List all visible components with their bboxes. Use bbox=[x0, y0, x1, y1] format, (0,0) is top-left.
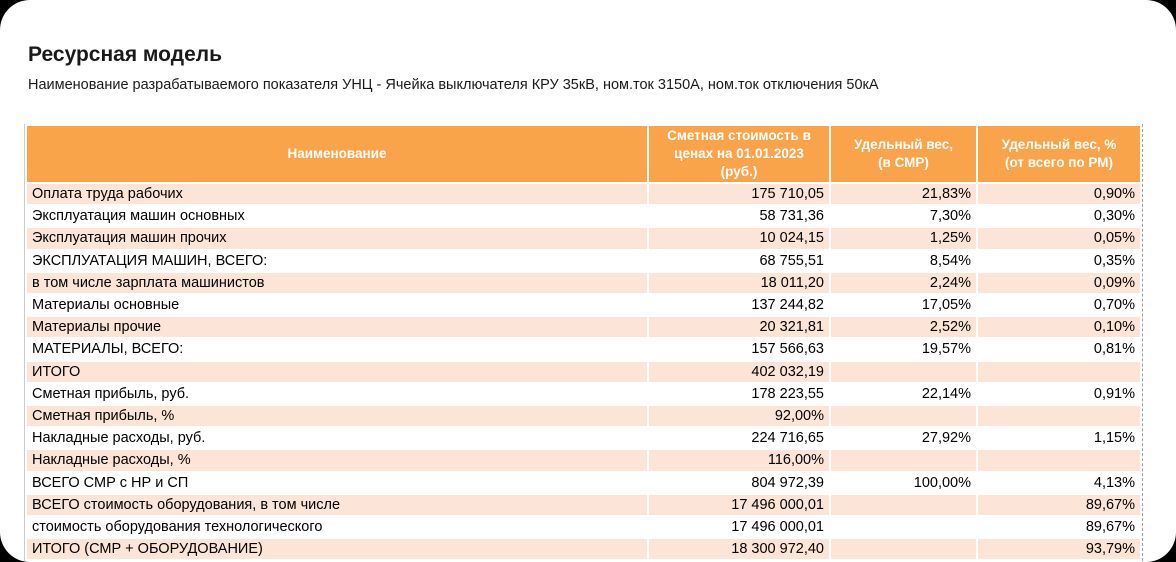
cell-estimated-cost: 68 755,51 bbox=[649, 250, 829, 271]
cell-weight-rm bbox=[978, 361, 1140, 382]
resource-table-wrapper: Наименование Сметная стоимость в ценах н… bbox=[24, 124, 1143, 562]
page-title: Ресурсная модель bbox=[28, 43, 222, 66]
cell-name: Материалы прочие bbox=[27, 317, 647, 338]
table-header-row: Наименование Сметная стоимость в ценах н… bbox=[27, 126, 1140, 182]
cell-name: в том числе зарплата машинистов bbox=[27, 272, 647, 294]
cell-weight-smr bbox=[831, 517, 976, 538]
cell-weight-smr: 8,54% bbox=[831, 250, 976, 271]
cell-name: Материалы основные bbox=[27, 295, 647, 316]
cell-name: Эксплуатация машин прочих bbox=[27, 228, 647, 249]
table-row: Сметная прибыль, % 92,00% bbox=[27, 406, 1140, 427]
cell-name: ИТОГО bbox=[27, 361, 647, 382]
cell-weight-rm: 1,15% bbox=[978, 428, 1140, 449]
table-row: Эксплуатация машин основных 58 731,36 7,… bbox=[27, 206, 1140, 227]
cell-weight-rm bbox=[978, 450, 1140, 471]
table-row: в том числе зарплата машинистов 18 011,2… bbox=[27, 272, 1140, 294]
table-row: Накладные расходы, руб. 224 716,65 27,92… bbox=[27, 428, 1140, 449]
cell-weight-rm bbox=[978, 406, 1140, 427]
resource-table: Наименование Сметная стоимость в ценах н… bbox=[25, 124, 1142, 561]
cell-weight-smr: 17,05% bbox=[831, 295, 976, 316]
cell-name: ЭКСПЛУАТАЦИЯ МАШИН, ВСЕГО: bbox=[27, 250, 647, 271]
cell-weight-smr bbox=[831, 361, 976, 382]
cell-weight-smr: 19,57% bbox=[831, 339, 976, 360]
cell-estimated-cost: 178 223,55 bbox=[649, 383, 829, 405]
cell-estimated-cost: 17 496 000,01 bbox=[649, 517, 829, 538]
cell-weight-rm: 93,79% bbox=[978, 539, 1140, 560]
cell-estimated-cost: 92,00% bbox=[649, 406, 829, 427]
cell-estimated-cost: 18 011,20 bbox=[649, 272, 829, 294]
cell-weight-rm: 0,90% bbox=[978, 184, 1140, 205]
column-header-weight-smr: Удельный вес, (в СМР) bbox=[831, 126, 976, 182]
table-body: Оплата труда рабочих 175 710,05 21,83% 0… bbox=[27, 184, 1140, 560]
cell-name: Эксплуатация машин основных bbox=[27, 206, 647, 227]
cell-name: стоимость оборудования технологического bbox=[27, 517, 647, 538]
table-row: ВСЕГО стоимость оборудования, в том числ… bbox=[27, 494, 1140, 516]
cell-name: МАТЕРИАЛЫ, ВСЕГО: bbox=[27, 339, 647, 360]
cell-weight-rm: 0,05% bbox=[978, 228, 1140, 249]
column-header-estimated-cost: Сметная стоимость в ценах на 01.01.2023 … bbox=[649, 126, 829, 182]
cell-weight-smr: 100,00% bbox=[831, 472, 976, 493]
cell-estimated-cost: 17 496 000,01 bbox=[649, 494, 829, 516]
cell-weight-smr: 1,25% bbox=[831, 228, 976, 249]
table-row: ВСЕГО СМР с НР и СП 804 972,39 100,00% 4… bbox=[27, 472, 1140, 493]
cell-estimated-cost: 116,00% bbox=[649, 450, 829, 471]
cell-name: Оплата труда рабочих bbox=[27, 184, 647, 205]
cell-name: Накладные расходы, руб. bbox=[27, 428, 647, 449]
cell-name: ВСЕГО стоимость оборудования, в том числ… bbox=[27, 494, 647, 516]
cell-weight-rm: 0,35% bbox=[978, 250, 1140, 271]
cell-weight-smr: 2,24% bbox=[831, 272, 976, 294]
cell-estimated-cost: 10 024,15 bbox=[649, 228, 829, 249]
cell-weight-rm: 0,30% bbox=[978, 206, 1140, 227]
cell-weight-rm: 4,13% bbox=[978, 472, 1140, 493]
table-row: ИТОГО (СМР + ОБОРУДОВАНИЕ) 18 300 972,40… bbox=[27, 539, 1140, 560]
cell-weight-rm: 0,10% bbox=[978, 317, 1140, 338]
cell-weight-smr bbox=[831, 406, 976, 427]
table-row: Накладные расходы, % 116,00% bbox=[27, 450, 1140, 471]
cell-estimated-cost: 20 321,81 bbox=[649, 317, 829, 338]
cell-weight-smr: 7,30% bbox=[831, 206, 976, 227]
cell-weight-smr bbox=[831, 494, 976, 516]
table-row: ИТОГО 402 032,19 bbox=[27, 361, 1140, 382]
cell-name: Сметная прибыль, % bbox=[27, 406, 647, 427]
column-header-name: Наименование bbox=[27, 126, 647, 182]
cell-estimated-cost: 137 244,82 bbox=[649, 295, 829, 316]
table-row: МАТЕРИАЛЫ, ВСЕГО: 157 566,63 19,57% 0,81… bbox=[27, 339, 1140, 360]
table-row: ЭКСПЛУАТАЦИЯ МАШИН, ВСЕГО: 68 755,51 8,5… bbox=[27, 250, 1140, 271]
cell-estimated-cost: 224 716,65 bbox=[649, 428, 829, 449]
cell-name: Накладные расходы, % bbox=[27, 450, 647, 471]
cell-weight-rm: 0,09% bbox=[978, 272, 1140, 294]
cell-estimated-cost: 18 300 972,40 bbox=[649, 539, 829, 560]
cell-weight-rm: 89,67% bbox=[978, 494, 1140, 516]
cell-weight-rm: 0,91% bbox=[978, 383, 1140, 405]
table-row: Сметная прибыль, руб. 178 223,55 22,14% … bbox=[27, 383, 1140, 405]
cell-name: ВСЕГО СМР с НР и СП bbox=[27, 472, 647, 493]
cell-estimated-cost: 58 731,36 bbox=[649, 206, 829, 227]
cell-weight-rm: 0,81% bbox=[978, 339, 1140, 360]
page-subtitle: Наименование разрабатываемого показателя… bbox=[28, 77, 879, 93]
cell-name: Сметная прибыль, руб. bbox=[27, 383, 647, 405]
table-row: Оплата труда рабочих 175 710,05 21,83% 0… bbox=[27, 184, 1140, 205]
column-header-weight-rm: Удельный вес, % (от всего по РМ) bbox=[978, 126, 1140, 182]
table-row: Материалы прочие 20 321,81 2,52% 0,10% bbox=[27, 317, 1140, 338]
cell-weight-rm: 0,70% bbox=[978, 295, 1140, 316]
cell-weight-smr bbox=[831, 539, 976, 560]
cell-estimated-cost: 402 032,19 bbox=[649, 361, 829, 382]
table-row: стоимость оборудования технологического … bbox=[27, 517, 1140, 538]
cell-weight-smr: 22,14% bbox=[831, 383, 976, 405]
cell-estimated-cost: 804 972,39 bbox=[649, 472, 829, 493]
cell-weight-rm: 89,67% bbox=[978, 517, 1140, 538]
table-row: Материалы основные 137 244,82 17,05% 0,7… bbox=[27, 295, 1140, 316]
table-row: Эксплуатация машин прочих 10 024,15 1,25… bbox=[27, 228, 1140, 249]
cell-estimated-cost: 175 710,05 bbox=[649, 184, 829, 205]
cell-estimated-cost: 157 566,63 bbox=[649, 339, 829, 360]
cell-weight-smr bbox=[831, 450, 976, 471]
cell-weight-smr: 27,92% bbox=[831, 428, 976, 449]
cell-name: ИТОГО (СМР + ОБОРУДОВАНИЕ) bbox=[27, 539, 647, 560]
cell-weight-smr: 2,52% bbox=[831, 317, 976, 338]
cell-weight-smr: 21,83% bbox=[831, 184, 976, 205]
